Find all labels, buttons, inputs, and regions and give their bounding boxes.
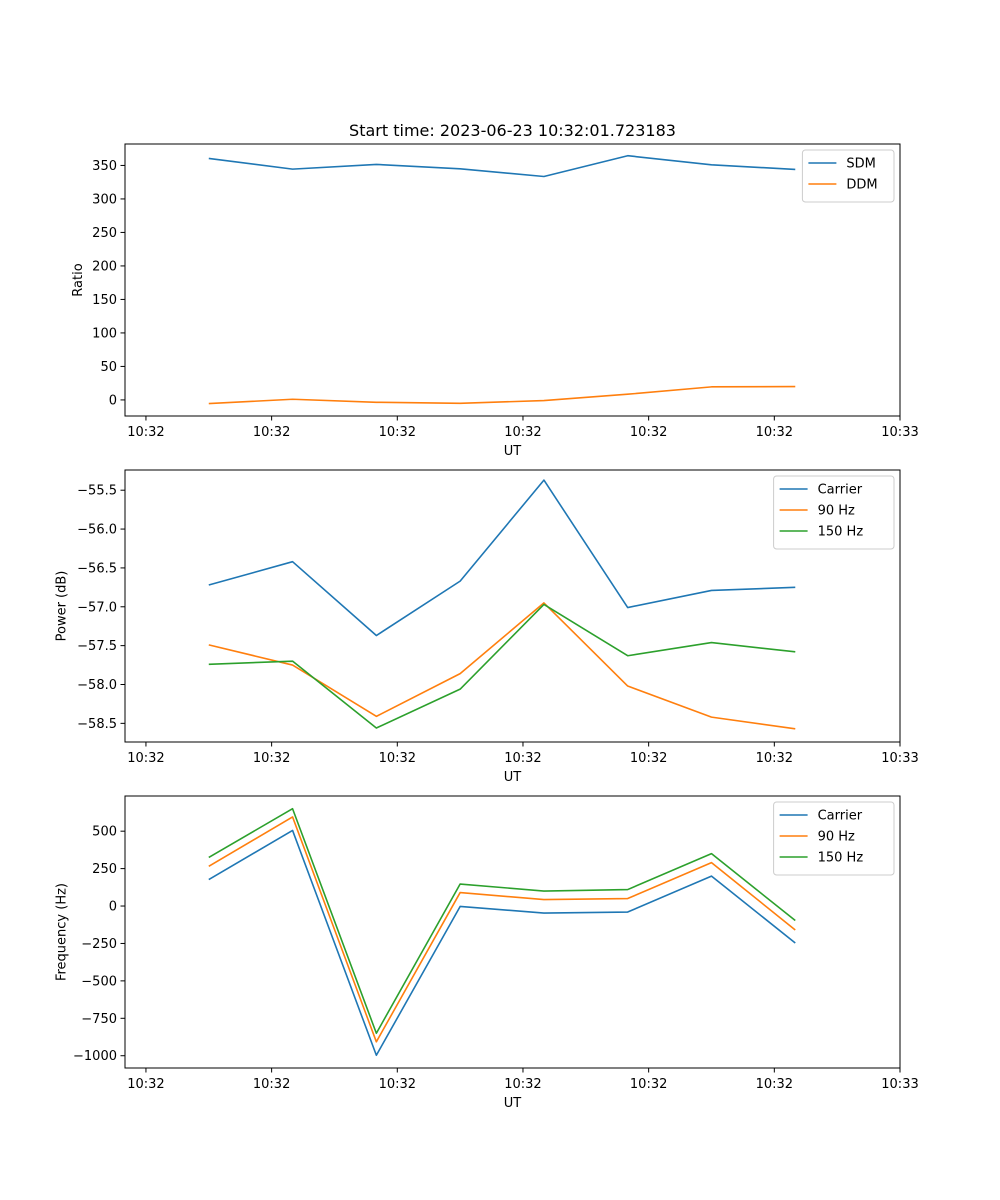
- y-tick-label: 100: [92, 326, 117, 341]
- y-tick-label: 50: [100, 360, 117, 375]
- figure-title: Start time: 2023-06-23 10:32:01.723183: [349, 121, 676, 140]
- axes-frame: [124, 143, 901, 417]
- y-tick-label: 0: [109, 900, 117, 915]
- series-line-90-hz: [208, 602, 796, 730]
- series-line-90-hz: [208, 816, 796, 1043]
- x-tick-label: 10:32: [756, 751, 793, 766]
- series-line-150-hz: [208, 807, 796, 1035]
- legend-label: 150 Hz: [818, 525, 864, 540]
- axes-frame: [124, 469, 901, 743]
- y-tick-label: 150: [92, 293, 117, 308]
- y-tick-label: 200: [92, 259, 117, 274]
- legend: Carrier 90 Hz 150 Hz: [773, 801, 895, 876]
- y-tick-label: −56.5: [77, 561, 117, 576]
- x-tick-label: 10:32: [504, 1077, 541, 1092]
- x-tick-label: 10:32: [127, 425, 164, 440]
- y-tick-label: −55.5: [77, 484, 117, 499]
- y-tick-label: 350: [92, 159, 117, 174]
- series-line-150-hz: [208, 603, 796, 729]
- x-tick-label: 10:32: [504, 751, 541, 766]
- x-axis-label: UT: [504, 444, 522, 459]
- y-tick-label: 500: [92, 825, 117, 840]
- y-tick-label: −57.5: [77, 639, 117, 654]
- x-tick-label: 10:32: [379, 751, 416, 766]
- x-tick-label: 10:32: [127, 1077, 164, 1092]
- y-tick-label: −56.0: [77, 523, 117, 538]
- x-axis-label: UT: [504, 770, 522, 785]
- y-tick-label: −750: [81, 1012, 117, 1027]
- y-tick-label: −250: [81, 937, 117, 952]
- series-line-sdm: [208, 154, 796, 178]
- y-tick-label: −58.5: [77, 717, 117, 732]
- x-tick-label: 10:32: [379, 1077, 416, 1092]
- legend-label: DDM: [846, 178, 877, 193]
- legend-label: 150 Hz: [818, 851, 864, 866]
- y-tick-label: −57.0: [77, 600, 117, 615]
- x-tick-label: 10:32: [379, 425, 416, 440]
- series-line-ddm: [208, 385, 796, 405]
- x-tick-label: 10:32: [756, 425, 793, 440]
- subplot-2: 10:32 10:32 10:32 10:32 10:32 10:32 10:33 −58.5…: [55, 469, 919, 785]
- subplot-1: 10:32 10:32 10:32 10:32 10:32 10:32 10:33 0 50 10…: [71, 143, 919, 459]
- y-tick-label: 250: [92, 862, 117, 877]
- y-tick-label: 300: [92, 192, 117, 207]
- x-tick-label: 10:32: [756, 1077, 793, 1092]
- y-tick-label: 250: [92, 226, 117, 241]
- x-tick-label: 10:33: [881, 1077, 918, 1092]
- x-tick-label: 10:33: [881, 751, 918, 766]
- y-tick-label: −500: [81, 974, 117, 989]
- x-tick-label: 10:32: [253, 425, 290, 440]
- legend-label: Carrier: [818, 483, 863, 498]
- x-tick-label: 10:32: [630, 1077, 667, 1092]
- x-tick-label: 10:32: [504, 425, 541, 440]
- x-tick-label: 10:33: [881, 425, 918, 440]
- y-tick-label: −58.0: [77, 678, 117, 693]
- axes-frame: [124, 795, 901, 1069]
- y-axis-label: Frequency (Hz): [55, 883, 70, 981]
- legend-label: 90 Hz: [818, 504, 855, 519]
- legend-label: Carrier: [818, 809, 863, 824]
- x-axis-label: UT: [504, 1096, 522, 1111]
- x-tick-label: 10:32: [253, 1077, 290, 1092]
- y-tick-label: −1000: [73, 1049, 117, 1064]
- legend-label: 90 Hz: [818, 830, 855, 845]
- x-tick-label: 10:32: [253, 751, 290, 766]
- y-axis-label: Ratio: [71, 263, 86, 296]
- series-line-carrier: [208, 829, 796, 1057]
- y-tick-label: 0: [109, 393, 117, 408]
- y-axis-label: Power (dB): [55, 571, 70, 642]
- x-tick-label: 10:32: [127, 751, 164, 766]
- series-line-carrier: [208, 479, 796, 637]
- legend: SDM DDM: [801, 149, 895, 203]
- x-tick-label: 10:32: [630, 751, 667, 766]
- x-tick-label: 10:32: [630, 425, 667, 440]
- legend-label: SDM: [846, 157, 875, 172]
- legend: Carrier 90 Hz 150 Hz: [773, 475, 895, 550]
- subplot-3: 10:32 10:32 10:32 10:32 10:32 10:32 10:33 −1000…: [55, 795, 919, 1111]
